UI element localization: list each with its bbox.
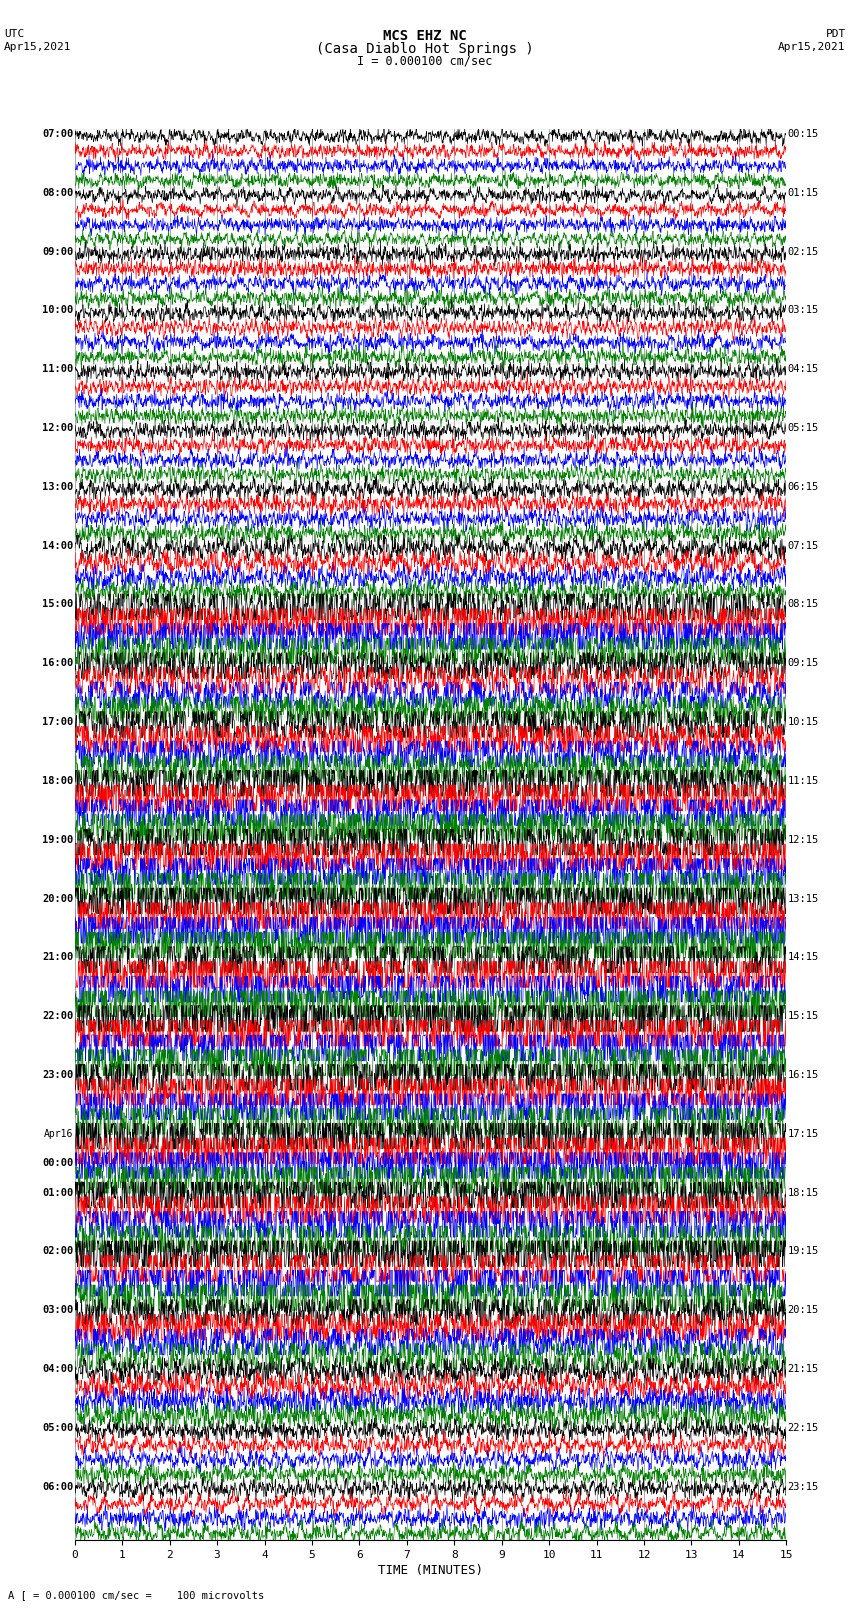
Text: 14:00: 14:00 [42, 540, 73, 550]
Text: 11:00: 11:00 [42, 365, 73, 374]
Text: 02:15: 02:15 [788, 247, 819, 256]
Text: 18:00: 18:00 [42, 776, 73, 786]
Text: 04:15: 04:15 [788, 365, 819, 374]
Text: 01:15: 01:15 [788, 187, 819, 198]
Text: UTC: UTC [4, 29, 25, 39]
Text: 15:00: 15:00 [42, 600, 73, 610]
Text: 07:00: 07:00 [42, 129, 73, 139]
Text: 13:15: 13:15 [788, 894, 819, 903]
Text: 19:00: 19:00 [42, 836, 73, 845]
Text: 17:00: 17:00 [42, 718, 73, 727]
Text: A [ = 0.000100 cm/sec =    100 microvolts: A [ = 0.000100 cm/sec = 100 microvolts [8, 1590, 264, 1600]
Text: 14:15: 14:15 [788, 952, 819, 963]
Text: 09:15: 09:15 [788, 658, 819, 668]
Text: 06:00: 06:00 [42, 1482, 73, 1492]
Text: 12:15: 12:15 [788, 836, 819, 845]
Text: 18:15: 18:15 [788, 1187, 819, 1197]
Text: 22:00: 22:00 [42, 1011, 73, 1021]
Text: 01:00: 01:00 [42, 1187, 73, 1197]
Text: 16:15: 16:15 [788, 1069, 819, 1081]
Text: 07:15: 07:15 [788, 540, 819, 550]
Text: Apr15,2021: Apr15,2021 [4, 42, 71, 52]
Text: 22:15: 22:15 [788, 1423, 819, 1432]
Text: 03:15: 03:15 [788, 305, 819, 316]
Text: 00:00: 00:00 [42, 1158, 73, 1168]
Text: Apr16: Apr16 [44, 1129, 73, 1139]
Text: 17:15: 17:15 [788, 1129, 819, 1139]
Text: 16:00: 16:00 [42, 658, 73, 668]
Text: 12:00: 12:00 [42, 423, 73, 432]
Text: 15:15: 15:15 [788, 1011, 819, 1021]
Text: I = 0.000100 cm/sec: I = 0.000100 cm/sec [357, 55, 493, 68]
Text: 05:15: 05:15 [788, 423, 819, 432]
Text: 10:00: 10:00 [42, 305, 73, 316]
Text: 08:00: 08:00 [42, 187, 73, 198]
Text: 10:15: 10:15 [788, 718, 819, 727]
Text: 13:00: 13:00 [42, 482, 73, 492]
Text: 21:00: 21:00 [42, 952, 73, 963]
Text: 02:00: 02:00 [42, 1247, 73, 1257]
Text: 00:15: 00:15 [788, 129, 819, 139]
Text: 21:15: 21:15 [788, 1365, 819, 1374]
Text: 20:15: 20:15 [788, 1305, 819, 1315]
X-axis label: TIME (MINUTES): TIME (MINUTES) [378, 1565, 483, 1578]
Text: 19:15: 19:15 [788, 1247, 819, 1257]
Text: 11:15: 11:15 [788, 776, 819, 786]
Text: MCS EHZ NC: MCS EHZ NC [383, 29, 467, 44]
Text: PDT: PDT [825, 29, 846, 39]
Text: 03:00: 03:00 [42, 1305, 73, 1315]
Text: 05:00: 05:00 [42, 1423, 73, 1432]
Text: 04:00: 04:00 [42, 1365, 73, 1374]
Text: 09:00: 09:00 [42, 247, 73, 256]
Text: Apr15,2021: Apr15,2021 [779, 42, 846, 52]
Text: (Casa Diablo Hot Springs ): (Casa Diablo Hot Springs ) [316, 42, 534, 56]
Text: 06:15: 06:15 [788, 482, 819, 492]
Text: 20:00: 20:00 [42, 894, 73, 903]
Text: 08:15: 08:15 [788, 600, 819, 610]
Text: 23:00: 23:00 [42, 1069, 73, 1081]
Text: 23:15: 23:15 [788, 1482, 819, 1492]
